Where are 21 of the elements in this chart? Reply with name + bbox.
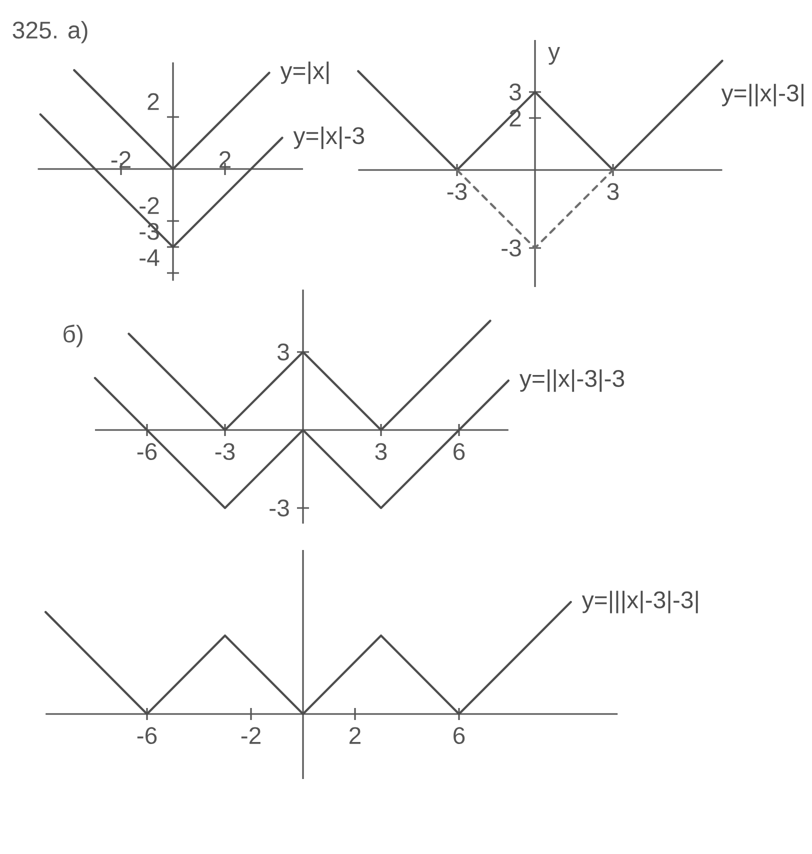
x-tick-label: -6 bbox=[137, 727, 157, 744]
x-tick-label: 6 bbox=[453, 727, 465, 744]
series-label: y=||x|-3|-3 bbox=[519, 369, 624, 392]
chart-title: 325. а) bbox=[12, 20, 88, 44]
x-tick-label: 2 bbox=[349, 727, 360, 744]
y-tick-label: -3 bbox=[502, 240, 521, 256]
y-axis-title: y bbox=[548, 47, 560, 65]
y-tick-label: 3 bbox=[509, 84, 521, 100]
x-tick-label: 3 bbox=[375, 443, 387, 460]
y-tick-label: 2 bbox=[148, 93, 159, 110]
y-tick-label: -2 bbox=[140, 197, 159, 214]
x-tick-label: -3 bbox=[215, 443, 235, 460]
series-label: y=|||x|-3|-3| bbox=[582, 590, 698, 614]
x-tick-label: -2 bbox=[241, 727, 260, 744]
y-tick-label: -4 bbox=[140, 249, 160, 266]
series-label: y=|x|-3 bbox=[293, 126, 364, 150]
x-tick-label: -6 bbox=[137, 443, 157, 460]
series-label: y=||x|-3| bbox=[721, 84, 804, 106]
x-tick-label: 6 bbox=[453, 443, 465, 460]
series-label: y=|x| bbox=[280, 62, 328, 84]
text: б) bbox=[63, 324, 82, 348]
